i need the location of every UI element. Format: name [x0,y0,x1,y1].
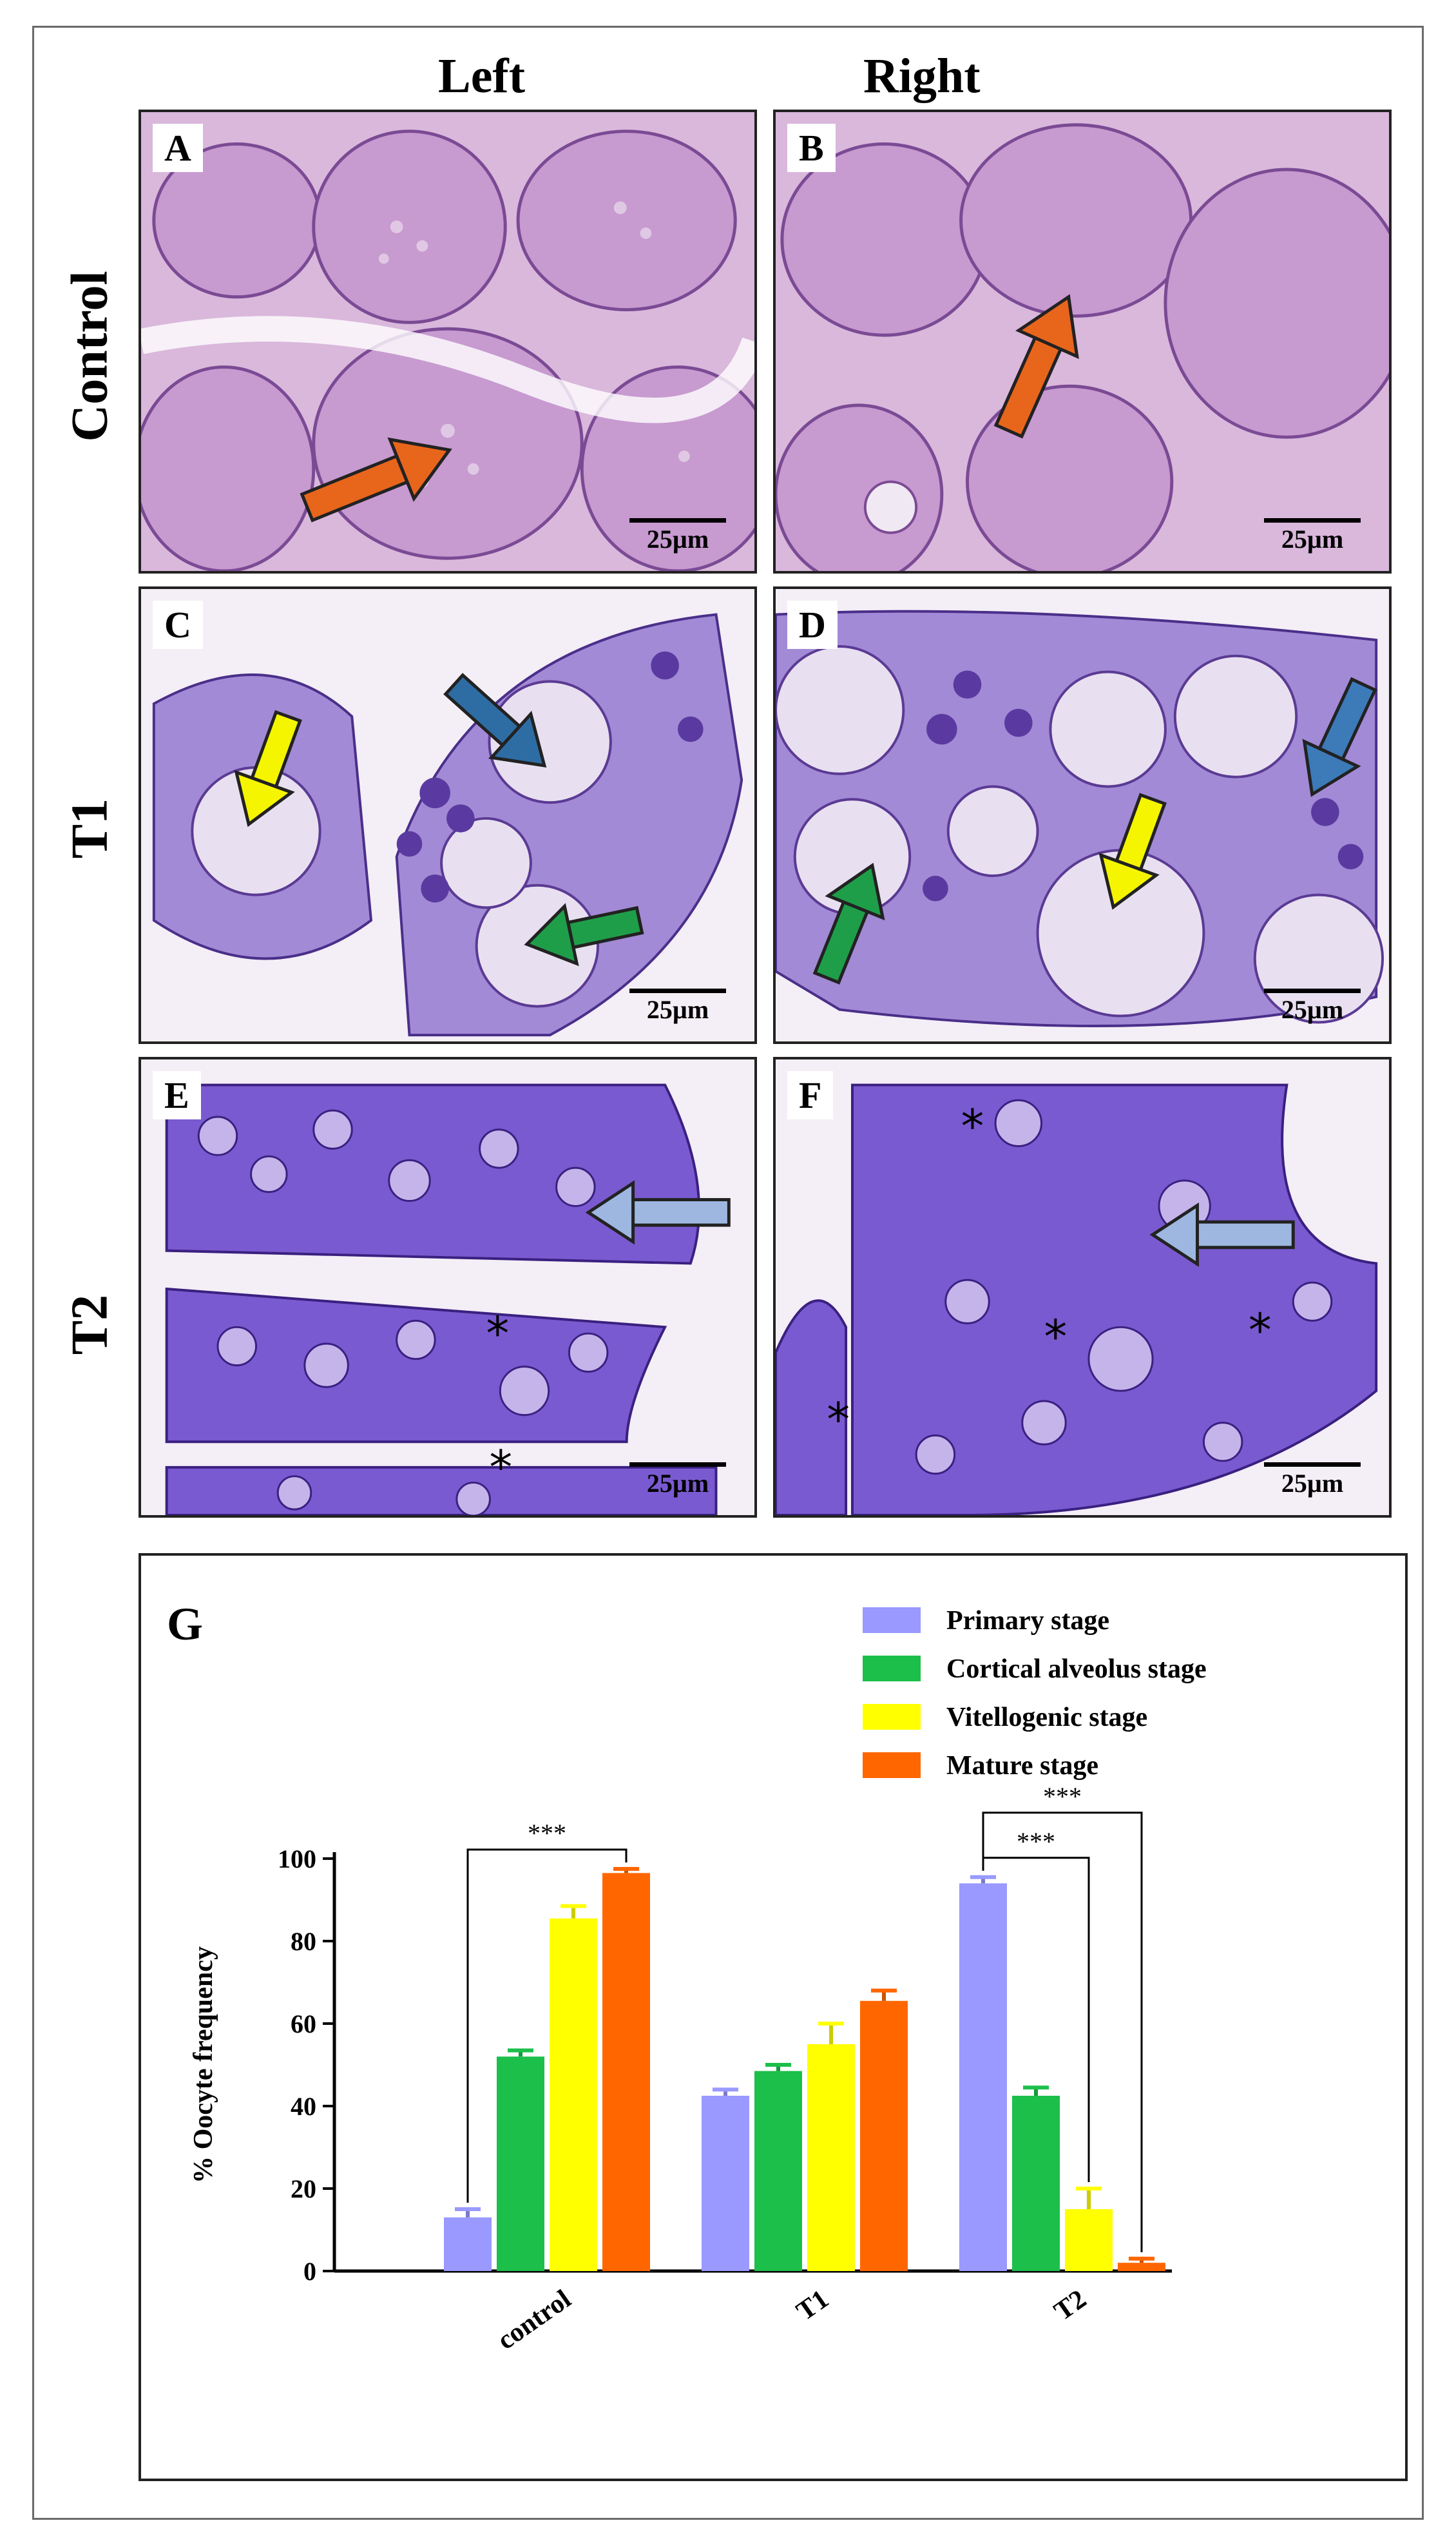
orange-arrow-icon [300,437,452,523]
bar-control-1 [497,2056,544,2271]
bar-T2-2 [1065,2209,1113,2271]
column-header-left: Left [438,49,526,103]
significance-bracket [982,1857,1090,2182]
tissue-image-c [141,589,754,1041]
tissue-image-e: * * [141,1059,754,1515]
row-header-t1: T1 [61,798,119,859]
legend-swatch [863,1704,921,1730]
bar-control-3 [602,1873,650,2271]
bar-T1-3 [860,2000,908,2271]
legend-swatch [863,1607,921,1633]
asterisk-icon: * [1249,1304,1272,1357]
significance-label: *** [1043,1782,1082,1811]
green-arrow-icon [524,903,644,967]
scale-text-b: 25µm [1281,525,1344,554]
row-header-control: Control [61,271,119,442]
blue-arrow-icon [1302,677,1377,797]
micrograph-panel-a: A 25µm [139,110,757,574]
tissue-image-d [776,589,1389,1041]
legend-swatch [863,1752,921,1778]
significance-bracket [466,1848,627,2203]
panel-label-e: E [153,1071,201,1119]
panel-label-c: C [153,601,203,649]
panel-label-g: G [167,1598,203,1650]
x-tick-label: control [492,2285,577,2356]
bar-T1-0 [702,2096,749,2271]
scale-bar-a: 25µm [629,518,726,554]
blue-arrow-icon [443,673,547,768]
scale-text-f: 25µm [1281,1469,1344,1498]
micrograph-panel-f: * * * * F 25µm [773,1057,1392,1518]
significance-bracket [982,1812,1143,2252]
green-arrow-icon [812,862,885,985]
scale-text-e: 25µm [646,1469,709,1498]
legend-label: Primary stage [946,1606,1109,1636]
orange-arrow-icon [993,294,1079,439]
yellow-arrow-icon [234,710,302,827]
y-tick-label: 60 [291,2009,316,2038]
y-tick-label: 40 [291,2092,316,2121]
panel-label-a: A [153,124,203,172]
bar-chart: G 0 20 40 60 80 100 % Oocyte frequency control T1… [167,1598,1207,2356]
scale-text-a: 25µm [646,525,709,554]
scale-bar-e: 25µm [629,1462,726,1498]
asterisk-icon: * [1044,1310,1068,1364]
panel-label-d: D [787,601,838,649]
micrograph-panel-b: B 25µm [773,110,1392,574]
tissue-image-f: * * * * [776,1059,1389,1515]
asterisk-icon: * [486,1307,510,1360]
y-axis-label: % Oocyte frequency [189,1946,218,2183]
scale-bar-c: 25µm [629,989,726,1025]
bar-control-0 [444,2217,492,2271]
bar-T2-1 [1012,2096,1060,2271]
asterisk-icon: * [827,1393,850,1446]
legend-label: Cortical alveolus stage [946,1654,1207,1684]
tissue-image-b [776,112,1389,571]
chart-panel-g: G 0 20 40 60 80 100 % Oocyte frequency control T1… [139,1553,1408,2481]
figure-frame [32,26,1424,2520]
micrograph-panel-e: * * E 25µm [139,1057,757,1518]
y-tick-label: 100 [278,1844,316,1873]
legend-label: Mature stage [946,1751,1098,1781]
y-tick-label: 20 [291,2174,316,2203]
scale-text-d: 25µm [1281,995,1344,1024]
significance-label: *** [528,1819,566,1848]
bar-T1-1 [754,2071,802,2271]
column-header-right: Right [863,49,981,103]
y-tick-label: 80 [291,1927,316,1956]
y-tick-label: 0 [303,2257,316,2286]
light-blue-arrow-icon [585,1180,731,1245]
bar-T2-0 [959,1883,1007,2271]
light-blue-arrow-icon [1149,1202,1295,1267]
tissue-image-a [141,112,754,571]
asterisk-icon: * [489,1441,512,1494]
panel-label-f: F [787,1071,834,1119]
legend-swatch [863,1656,921,1681]
row-header-t2: T2 [61,1294,119,1355]
x-tick-label: T2 [1049,2285,1092,2327]
micrograph-panel-d: D 25µm [773,586,1392,1044]
asterisk-icon: * [961,1100,984,1154]
yellow-arrow-icon [1098,793,1167,910]
scale-bar-d: 25µm [1264,989,1361,1025]
bar-control-2 [550,1918,597,2271]
scale-bar-b: 25µm [1264,518,1361,554]
panel-label-b: B [787,124,836,172]
significance-label: *** [1017,1827,1055,1856]
bar-T2-3 [1118,2263,1165,2271]
bar-T1-2 [807,2044,855,2271]
scale-bar-f: 25µm [1264,1462,1361,1498]
legend-label: Vitellogenic stage [946,1703,1147,1732]
scale-text-c: 25µm [646,995,709,1024]
micrograph-panel-c: C 25µm [139,586,757,1044]
x-tick-label: T1 [791,2285,834,2327]
